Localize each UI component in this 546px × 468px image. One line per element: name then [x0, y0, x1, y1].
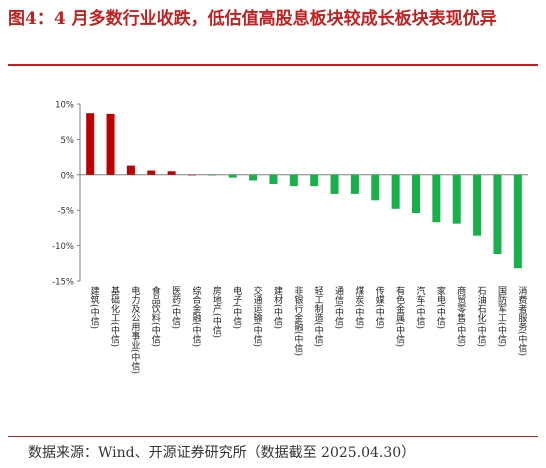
bar	[513, 174, 522, 269]
bar	[228, 174, 237, 178]
source-note: 数据来源：Wind、开源证券研究所（数据截至 2025.04.30）	[28, 445, 416, 461]
bar	[493, 174, 502, 255]
x-tick-label: 汽车(中信)	[415, 285, 426, 329]
x-tick-label: 医药(中信)	[170, 286, 181, 329]
footer-divider	[8, 436, 538, 437]
bar	[473, 174, 482, 236]
bar	[350, 174, 359, 194]
x-tick-label: 国防军工(中信)	[496, 286, 507, 347]
x-tick-label: 房地产(中信)	[211, 285, 222, 338]
y-tick-labels: 10% 5% 0% -5% -10% -15%	[52, 101, 74, 288]
bar	[452, 174, 461, 224]
bar	[188, 174, 196, 176]
x-tick-label: 石油石化(中信)	[476, 286, 487, 347]
bar	[167, 171, 176, 175]
y-tick-label: 5%	[61, 136, 75, 146]
x-tick-label: 综合金融(中信)	[191, 285, 202, 347]
x-tick-label: 非银行金融(中信)	[292, 285, 303, 356]
x-tick-label: 煤炭(中信)	[353, 285, 364, 329]
x-tick-label: 消费者服务(中信)	[516, 285, 527, 356]
x-tick-label: 食品饮料(中信)	[150, 285, 161, 347]
bar	[147, 170, 156, 175]
bar-chart: 10% 5% 0% -5% -10% -15% 建筑(中信) 基础化工(中信) 电力及公用事业…	[52, 101, 528, 374]
y-tick-label: -15%	[52, 278, 74, 288]
title-divider	[8, 64, 538, 66]
bar	[208, 174, 217, 176]
x-tick-label: 家电(中信)	[435, 285, 446, 329]
x-tick-label: 建筑(中信)	[89, 285, 100, 329]
figure-title: 图4：4 月多数行业收跌，低估值高股息板块较成长板块表现优异	[8, 9, 497, 29]
x-tick-label: 通信(中信)	[333, 286, 344, 329]
x-tick-label: 基础化工(中信)	[109, 285, 120, 347]
bar	[126, 165, 135, 175]
bar	[106, 113, 115, 175]
bar	[432, 174, 441, 223]
bar	[412, 174, 420, 214]
bar	[371, 174, 380, 201]
x-tick-labels: 建筑(中信) 基础化工(中信) 电力及公用事业(中信) 食品饮料(中信) 医药(中信) 综…	[89, 285, 528, 374]
y-tick-label: 10%	[55, 101, 74, 111]
x-tick-label: 电力及公用事业(中信)	[129, 285, 140, 374]
x-tick-label: 商贸零售(中信)	[455, 285, 466, 347]
x-tick-label: 建材(中信)	[272, 285, 283, 329]
y-tick-label: -10%	[52, 242, 74, 252]
x-tick-label: 轻工制造(中信)	[313, 285, 324, 347]
x-tick-label: 交通运输(中信)	[252, 285, 263, 347]
y-tick-label: -5%	[57, 207, 74, 217]
y-tick-label: 0%	[61, 171, 75, 181]
bar	[289, 174, 298, 187]
bar	[310, 174, 319, 187]
bar	[391, 174, 400, 209]
x-tick-label: 传媒(中信)	[374, 285, 385, 329]
bar	[249, 174, 258, 181]
x-tick-label: 有色金属(中信)	[394, 285, 405, 347]
x-tick-label: 电子(中信)	[231, 285, 242, 329]
bar	[86, 113, 95, 175]
bar	[330, 174, 339, 194]
bar	[269, 174, 278, 185]
chart-bars	[86, 113, 522, 269]
